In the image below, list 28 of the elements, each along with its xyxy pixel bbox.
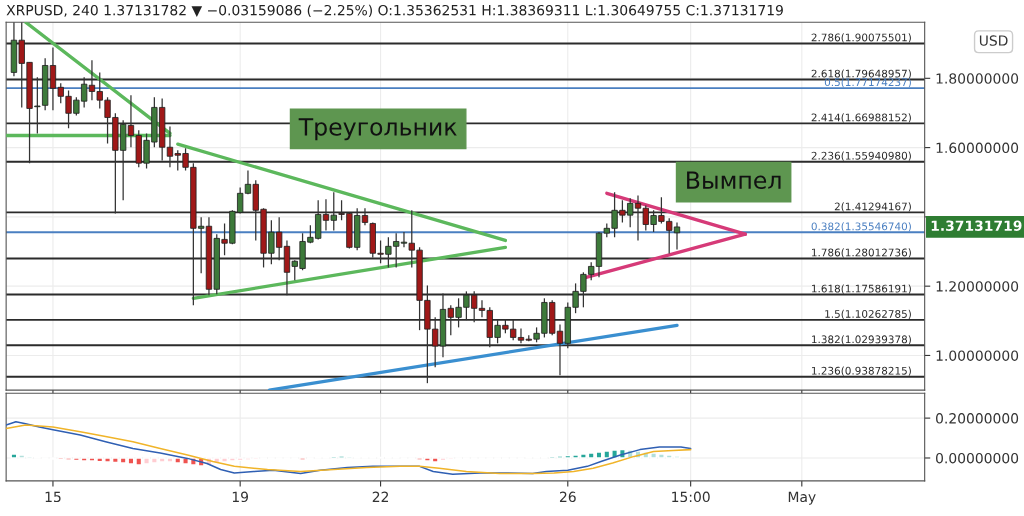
x-tick-label: 15:00 [672, 491, 710, 503]
y-tick-label: 0.00000000 [936, 452, 1019, 464]
ref-line-label: 2.786(1.90075501) [811, 33, 911, 43]
ref-line-label: 2.414(1.66988152) [811, 113, 911, 123]
x-tick-label: 15 [45, 491, 61, 503]
y-tick-label: 1.60000000 [936, 142, 1019, 154]
x-tick-label: 26 [559, 491, 576, 503]
ref-line-label: 2.236(1.55940980) [811, 151, 911, 161]
annotation: Вымпел [687, 171, 781, 190]
y-tick-label: 1.80000000 [936, 73, 1019, 84]
ref-line-label: 1.786(1.28012736) [812, 248, 911, 258]
text: USD [979, 35, 1008, 46]
annotation: Треугольник [298, 118, 457, 141]
chart-title: XRPUSD, 240 1.37131782 ▼ −0.03159086 (−2.25%) O:1.35362531 H:1.38369311 L:1.30649755 C:1.37131719 [6, 4, 783, 18]
ref-line-label: 1.382(1.02939378) [812, 335, 911, 345]
ref-line-label: 1.618(1.17586191) [812, 284, 911, 294]
ref-line-label: 1.5(1.10262785) [825, 309, 911, 320]
ref-line-label: 2.618(1.79648957) [811, 69, 911, 79]
ref-line-label: 2(1.41294167) [834, 202, 911, 212]
y-tick-label: 1.00000000 [936, 350, 1019, 361]
ref-line-label: 1.236(0.93878215) [812, 366, 911, 376]
y-tick-label: 1.20000000 [936, 281, 1019, 292]
text: 1.37131719 [931, 220, 1022, 231]
x-tick-label: 22 [372, 491, 389, 502]
x-tick-label: May [788, 491, 816, 505]
y-tick-label: 0.20000000 [936, 413, 1019, 424]
x-tick-label: 19 [232, 491, 249, 503]
ref-line-label: 0.382(1.35546740) [811, 222, 911, 232]
